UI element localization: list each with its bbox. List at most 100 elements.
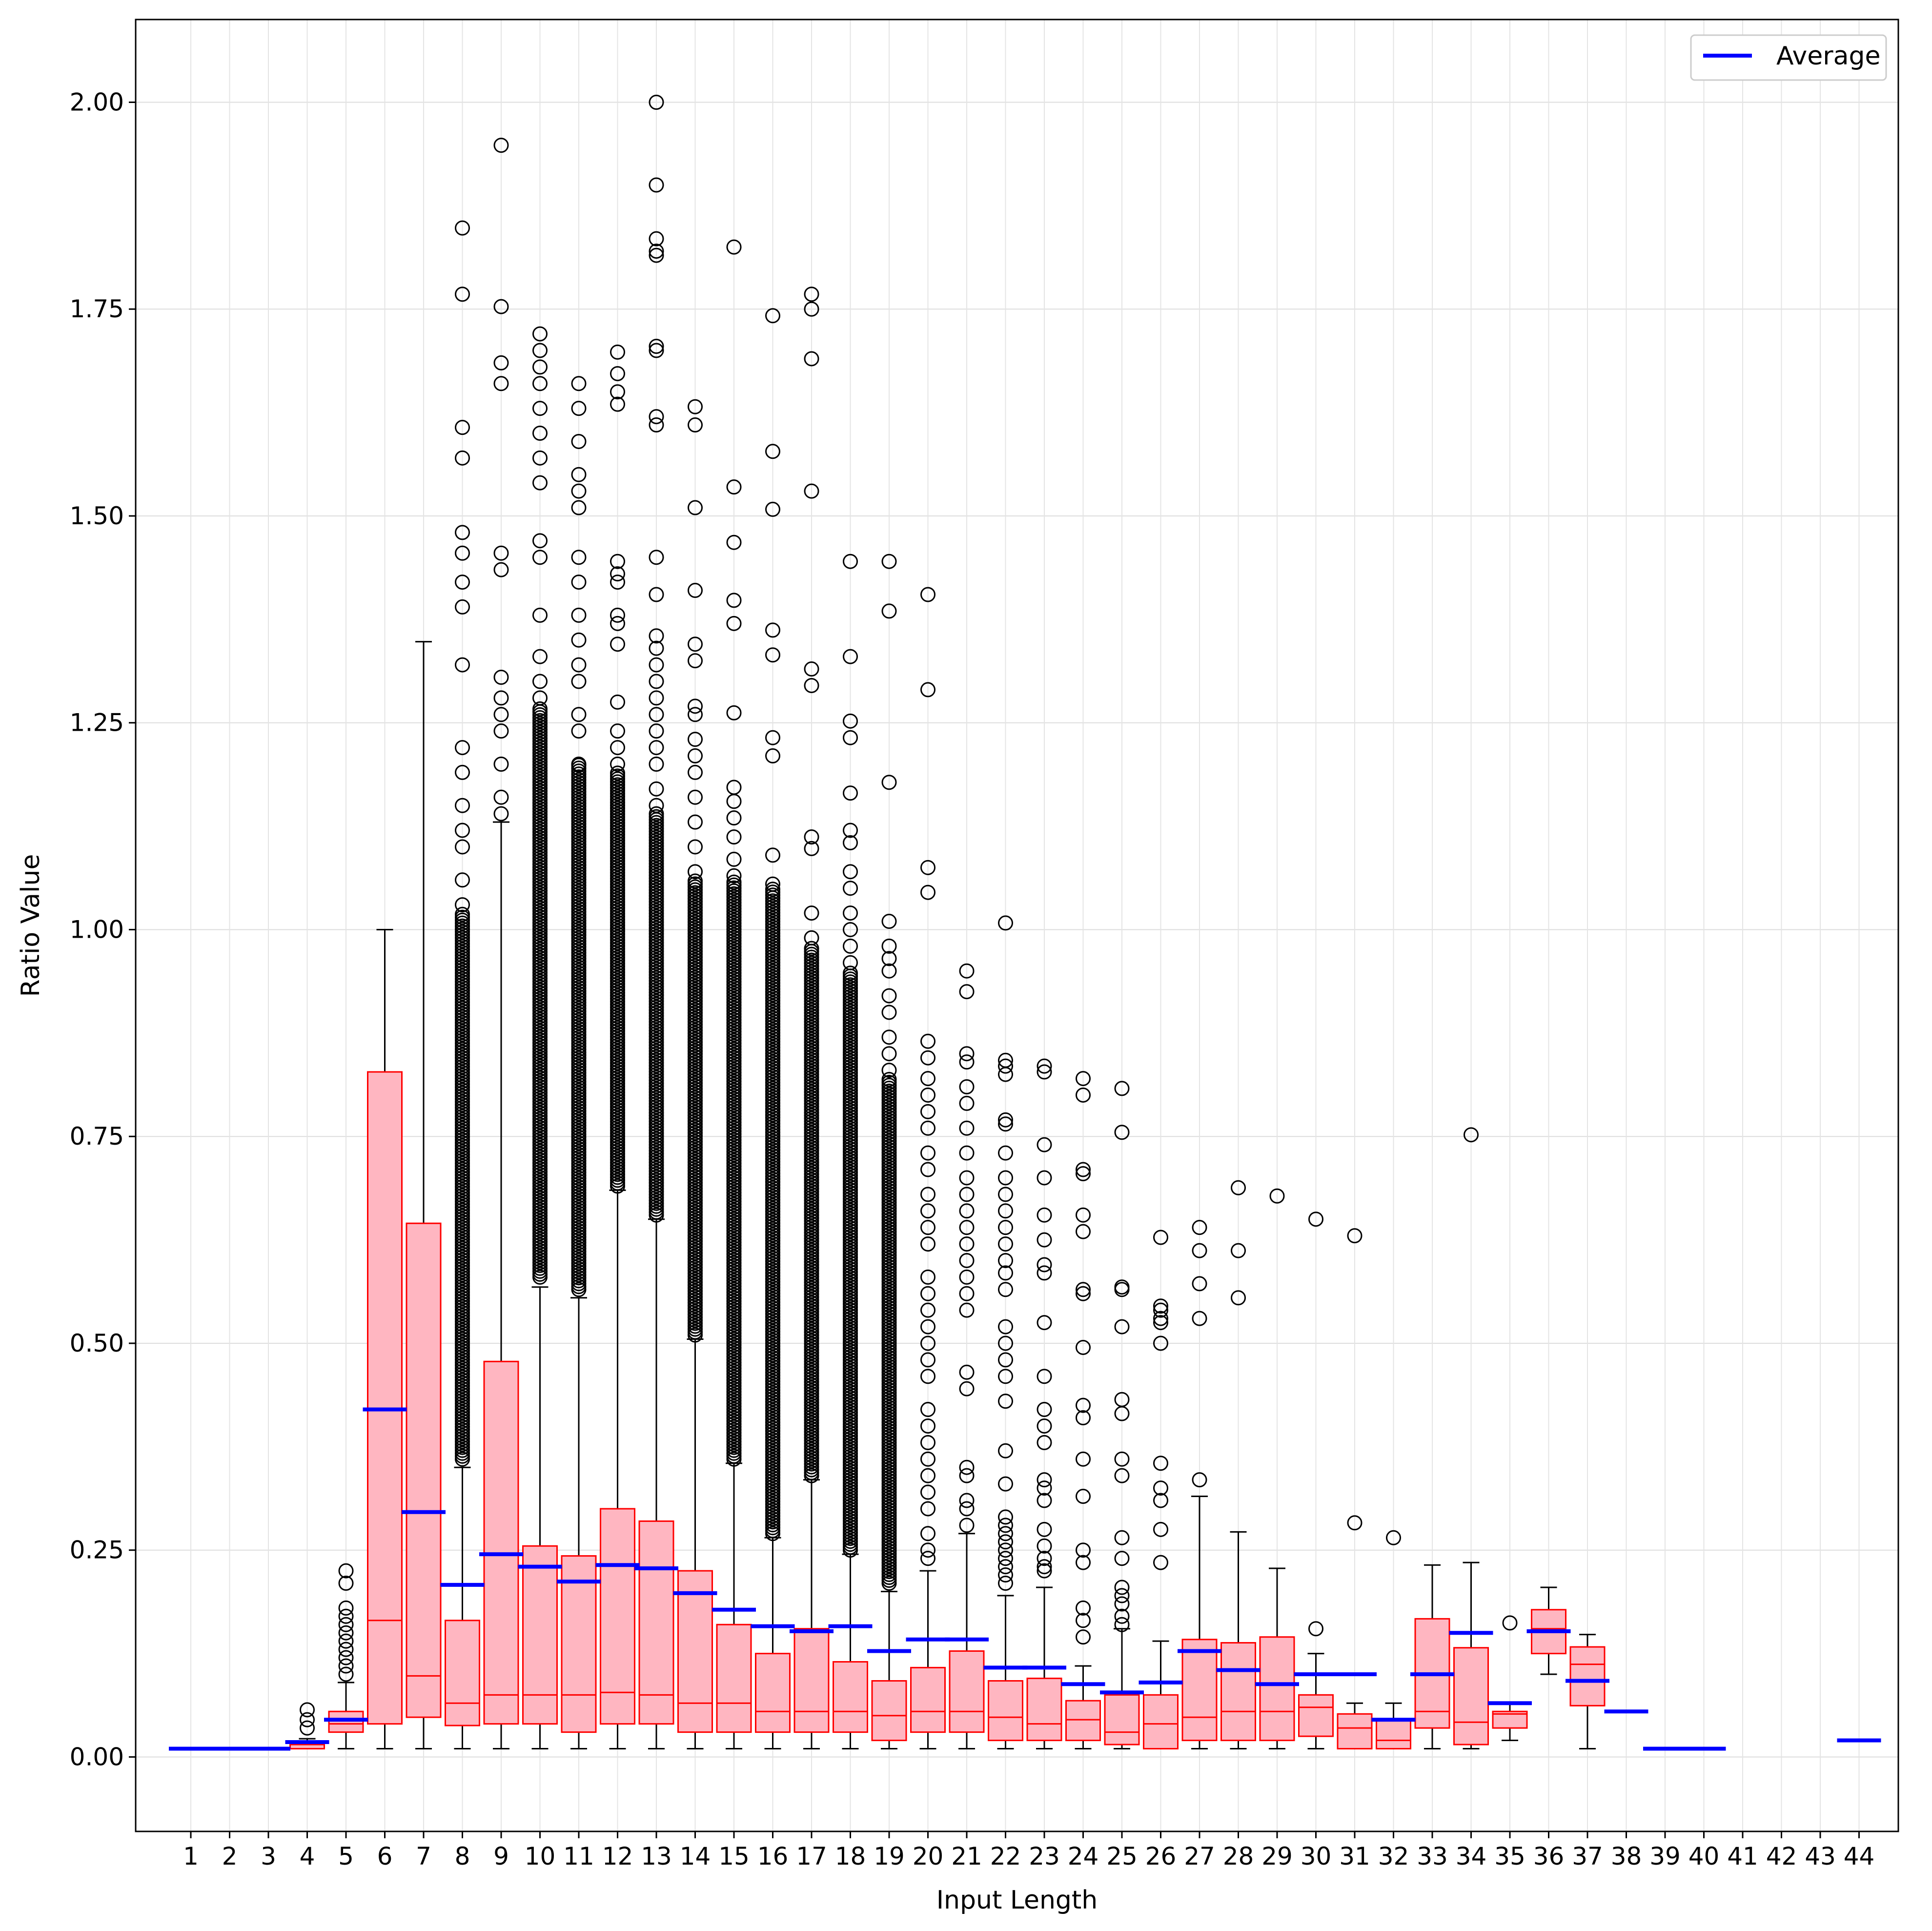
box-group-25 [1104, 1628, 1140, 1750]
outlier-marker [804, 661, 819, 677]
iqr-box [833, 1661, 868, 1733]
outlier-marker [1347, 1228, 1363, 1244]
outlier-marker [1269, 1188, 1285, 1204]
outlier-marker [765, 876, 780, 892]
x-tick-label: 33 [1417, 1842, 1448, 1870]
outlier-marker [532, 649, 548, 664]
outlier-marker [998, 1319, 1013, 1335]
iqr-box [1026, 1677, 1062, 1742]
x-tick-label: 6 [377, 1842, 393, 1870]
outlier-marker [998, 1394, 1013, 1409]
outlier-marker [765, 622, 780, 638]
outlier-marker [843, 955, 858, 970]
outlier-marker [1308, 1212, 1323, 1227]
outlier-marker [1114, 1125, 1130, 1140]
outlier-marker [1076, 1282, 1091, 1297]
iqr-box [561, 1555, 597, 1733]
outlier-marker [1037, 1064, 1052, 1080]
outlier-marker [920, 1302, 935, 1318]
outlier-marker [455, 906, 470, 922]
outlier-marker [532, 343, 548, 358]
outlier-marker [1114, 1451, 1130, 1467]
outlier-marker [1076, 1410, 1091, 1426]
iqr-box [367, 1071, 403, 1725]
outlier-marker [532, 690, 548, 706]
outlier-marker [455, 764, 470, 780]
outlier-marker [1153, 1315, 1168, 1331]
outlier-marker [455, 575, 470, 590]
outlier-marker [610, 740, 625, 756]
outlier-marker [338, 1608, 354, 1624]
outlier-marker [1114, 1530, 1130, 1545]
iqr-box [1181, 1639, 1218, 1742]
outlier-marker [998, 1187, 1013, 1202]
outlier-marker [338, 1617, 354, 1632]
box-group-23 [1026, 1586, 1062, 1750]
outlier-marker [765, 308, 780, 324]
iqr-box [988, 1680, 1023, 1742]
outlier-marker [881, 938, 897, 954]
outlier-marker [610, 554, 625, 569]
outlier-marker [610, 575, 625, 590]
iqr-box [1104, 1694, 1140, 1746]
outlier-marker [843, 785, 858, 801]
outlier-marker [920, 1335, 935, 1351]
outlier-marker [1037, 1257, 1052, 1273]
outlier-marker [998, 1253, 1013, 1268]
x-tick-label: 19 [874, 1842, 905, 1870]
outlier-marker [1192, 1220, 1207, 1235]
outlier-marker [998, 1352, 1013, 1368]
outlier-marker [1076, 1224, 1091, 1239]
outlier-marker [649, 339, 664, 354]
outlier-marker [1192, 1243, 1207, 1258]
outlier-marker [455, 525, 470, 540]
outlier-marker [571, 467, 587, 482]
box-group-13 [638, 1218, 674, 1750]
x-tick-label: 17 [796, 1842, 827, 1870]
outlier-marker [532, 326, 548, 342]
outlier-marker [610, 756, 625, 772]
iqr-box [871, 1680, 907, 1742]
outlier-marker [726, 534, 742, 550]
outlier-marker [920, 1120, 935, 1136]
outlier-marker [610, 723, 625, 739]
outlier-marker [688, 637, 703, 652]
x-tick-label: 26 [1145, 1842, 1177, 1870]
box-group-17 [793, 1479, 830, 1750]
outlier-marker [959, 1518, 975, 1533]
outlier-marker [571, 575, 587, 590]
outlier-marker [804, 829, 819, 845]
outlier-marker [1037, 1493, 1052, 1508]
iqr-box [716, 1623, 752, 1733]
outlier-marker [532, 401, 548, 416]
outlier-marker [920, 1435, 935, 1450]
outlier-marker [493, 299, 509, 314]
outlier-marker [998, 1534, 1013, 1550]
outlier-marker [920, 1162, 935, 1177]
outlier-marker [881, 988, 897, 1004]
outlier-marker [610, 616, 625, 631]
x-tick-label: 24 [1068, 1842, 1099, 1870]
outlier-marker [1114, 1551, 1130, 1566]
x-tick-label: 31 [1339, 1842, 1370, 1870]
outlier-marker [920, 1033, 935, 1049]
outlier-marker [881, 1072, 897, 1088]
outlier-marker [610, 396, 625, 412]
outlier-marker [998, 1567, 1013, 1583]
outlier-marker [920, 1236, 935, 1252]
outlier-marker [1153, 1456, 1168, 1471]
outlier-marker [1076, 1489, 1091, 1504]
outlier-marker [959, 1145, 975, 1161]
outlier-marker [726, 593, 742, 608]
x-tick-label: 21 [951, 1842, 982, 1870]
outlier-marker [571, 723, 587, 739]
box-group-26 [1143, 1640, 1179, 1750]
outlier-marker [998, 1476, 1013, 1492]
iqr-box [328, 1710, 364, 1733]
iqr-box [483, 1360, 519, 1725]
box-group-5 [328, 1682, 364, 1750]
outlier-marker [998, 1369, 1013, 1384]
outlier-marker [881, 914, 897, 929]
outlier-marker [998, 1220, 1013, 1235]
